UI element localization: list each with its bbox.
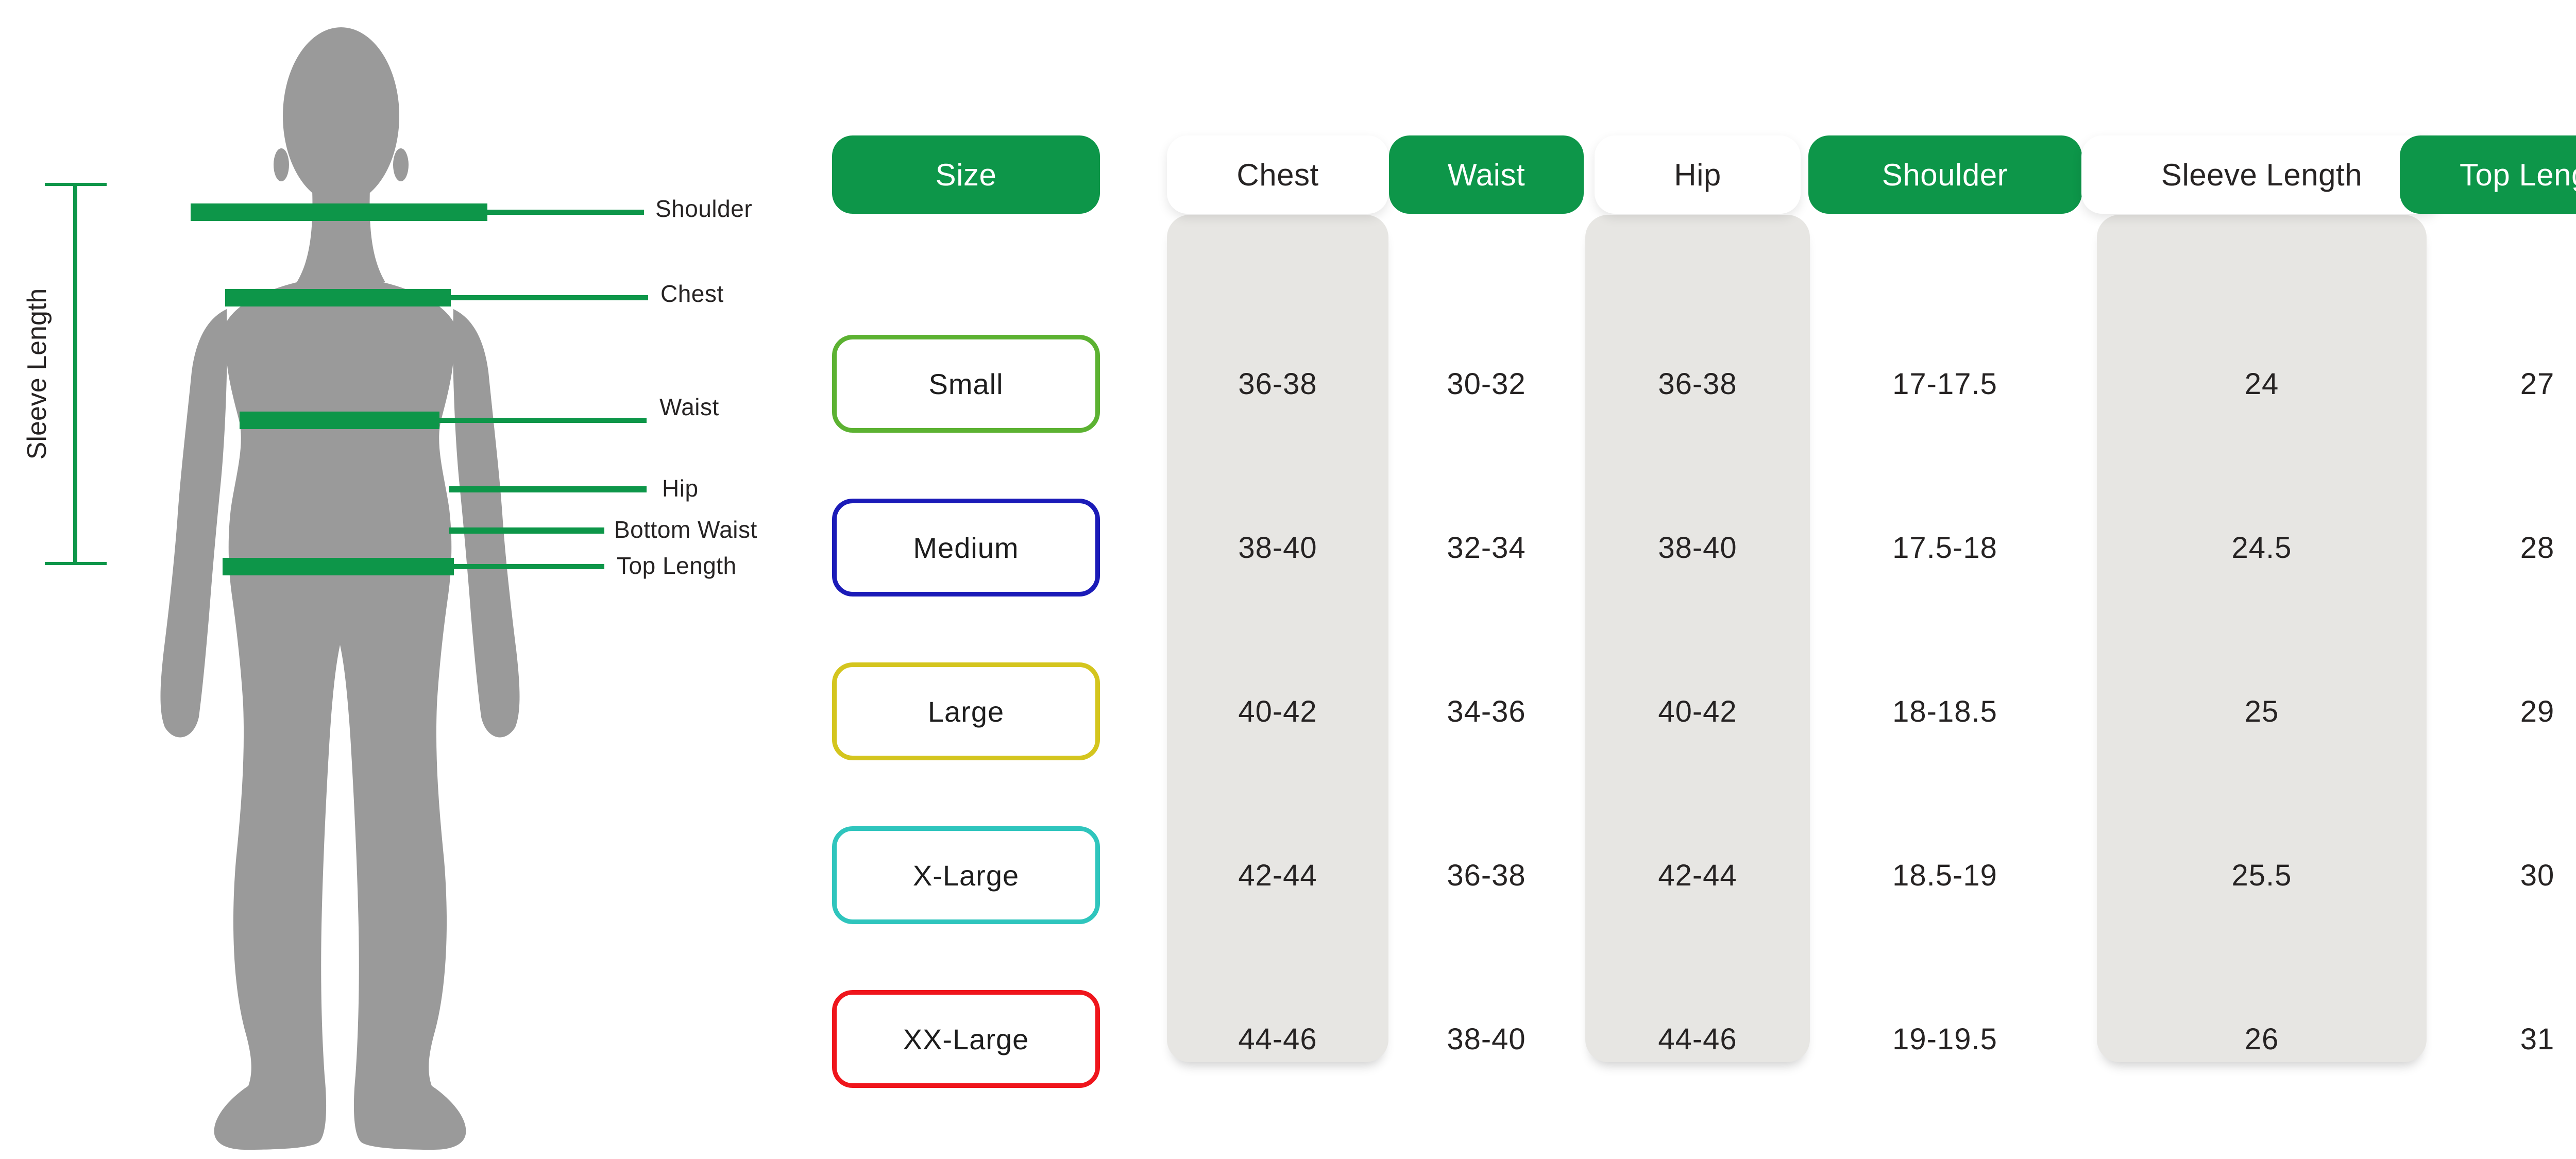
column-hip: Hip 36-38 38-40 40-42 42-44 44-46 [1580, 135, 1815, 1121]
cell-xx-large-waist: 38-40 [1447, 1022, 1526, 1056]
sleeve-length-axis-tick-bottom [45, 562, 107, 565]
cell-large-chest: 40-42 [1238, 694, 1317, 728]
cell-xx-large-hip: 44-46 [1658, 1022, 1737, 1056]
measurement-leader-chest [451, 295, 648, 300]
cell-medium-size: Medium [827, 466, 1105, 629]
cell-xx-large-sleeve-length: 26 [2244, 1022, 2279, 1056]
cell-x-large-hip: 42-44 [1658, 858, 1737, 892]
size-button-small[interactable]: Small [832, 335, 1100, 433]
cell-medium-hip: 38-40 [1658, 531, 1737, 565]
measurement-line-chest [225, 289, 451, 306]
cell-small-chest: 36-38 [1238, 367, 1317, 401]
cell-medium-top-length: 28 [2520, 531, 2555, 565]
sleeve-length-axis-line [73, 184, 77, 564]
silhouette-arm-right [453, 309, 520, 738]
cell-medium-chest: 38-40 [1238, 531, 1317, 565]
cell-xx-large-shoulder: 19-19.5 [1892, 1022, 1997, 1056]
body-silhouette-graphic [45, 27, 648, 1150]
cell-xx-large-size: XX-Large [827, 957, 1105, 1121]
measurement-leader-top-length [454, 564, 604, 569]
sleeve-length-axis-tick-top [45, 183, 107, 186]
cell-x-large-shoulder: 18.5-19 [1892, 858, 1997, 892]
column-shoulder: Shoulder 17-17.5 17.5-18 18-18.5 18.5-19 19-1… [1803, 135, 2087, 1121]
column-waist: Waist 30-32 32-34 34-36 36-38 38-40 [1384, 135, 1589, 1121]
column-header-sleeve-length: Sleeve Length [2081, 135, 2442, 214]
column-sleeve-length: Sleeve Length 24 24.5 25 25.5 26 [2076, 135, 2447, 1121]
measurement-line-waist [240, 412, 439, 429]
measurement-leader-shoulder [487, 210, 644, 215]
measurement-leader-hip [449, 486, 647, 492]
measurement-label-waist: Waist [659, 394, 719, 420]
cell-medium-sleeve-length: 24.5 [2231, 531, 2292, 565]
column-header-size: Size [832, 135, 1100, 214]
size-button-x-large[interactable]: X-Large [832, 826, 1100, 924]
cell-small-shoulder: 17-17.5 [1892, 367, 1997, 401]
column-chest: Chest 36-38 38-40 40-42 42-44 44-46 [1162, 135, 1394, 1121]
measurement-label-shoulder: Shoulder [655, 195, 753, 222]
cell-large-waist: 34-36 [1447, 694, 1526, 728]
cell-small-top-length: 27 [2520, 367, 2555, 401]
cell-small-waist: 30-32 [1447, 367, 1526, 401]
cell-small-sleeve-length: 24 [2244, 367, 2279, 401]
body-measurement-figure: Sleeve Length Shoulder Chest Waist Hip Botto… [0, 0, 824, 1159]
column-header-top-length: Top Length [2399, 135, 2576, 214]
cell-x-large-sleeve-length: 25.5 [2231, 858, 2292, 892]
silhouette-ear-right [393, 148, 409, 181]
column-stripe-hip [1585, 215, 1810, 1062]
measurement-leader-bottom-waist [449, 527, 604, 534]
sleeve-length-axis-label: Sleeve Length [22, 288, 52, 460]
measurement-line-top-length [223, 558, 454, 575]
column-header-waist: Waist [1389, 135, 1584, 214]
cell-medium-shoulder: 17.5-18 [1892, 531, 1997, 565]
cell-xx-large-chest: 44-46 [1238, 1022, 1317, 1056]
cell-large-sleeve-length: 25 [2244, 694, 2279, 728]
column-header-shoulder: Shoulder [1808, 135, 2082, 214]
column-stripe-sleeve-length [2097, 215, 2427, 1062]
cell-medium-waist: 32-34 [1447, 531, 1526, 565]
cell-large-size: Large [827, 629, 1105, 793]
measurement-label-top-length: Top Length [617, 552, 737, 579]
cell-small-hip: 36-38 [1658, 367, 1737, 401]
cell-small-size: Small [827, 302, 1105, 466]
size-button-medium[interactable]: Medium [832, 499, 1100, 596]
size-button-xx-large[interactable]: XX-Large [832, 990, 1100, 1088]
column-size: Size Small Medium Large X-Large XX-Large [827, 135, 1105, 1121]
cell-x-large-waist: 36-38 [1447, 858, 1526, 892]
cell-x-large-size: X-Large [827, 793, 1105, 957]
measurement-label-chest: Chest [660, 280, 724, 307]
measurement-label-bottom-waist: Bottom Waist [614, 516, 757, 543]
cell-x-large-top-length: 30 [2520, 858, 2555, 892]
column-header-chest: Chest [1167, 135, 1388, 214]
measurement-label-hip: Hip [662, 475, 699, 502]
column-header-hip: Hip [1595, 135, 1801, 214]
silhouette-torso-legs [214, 282, 466, 1150]
cell-xx-large-top-length: 31 [2520, 1022, 2555, 1056]
silhouette-head [283, 27, 399, 204]
measurement-leader-waist [439, 418, 647, 423]
cell-x-large-chest: 42-44 [1238, 858, 1317, 892]
measurement-line-shoulder [191, 203, 487, 221]
silhouette-neck [297, 170, 385, 282]
size-button-large[interactable]: Large [832, 662, 1100, 760]
cell-large-hip: 40-42 [1658, 694, 1737, 728]
silhouette-ear-left [274, 148, 289, 181]
column-top-length: Top Length 27 28 29 30 31 [2395, 135, 2576, 1121]
column-stripe-chest [1167, 215, 1388, 1062]
cell-large-shoulder: 18-18.5 [1892, 694, 1997, 728]
cell-large-top-length: 29 [2520, 694, 2555, 728]
silhouette-arm-left [160, 309, 227, 738]
